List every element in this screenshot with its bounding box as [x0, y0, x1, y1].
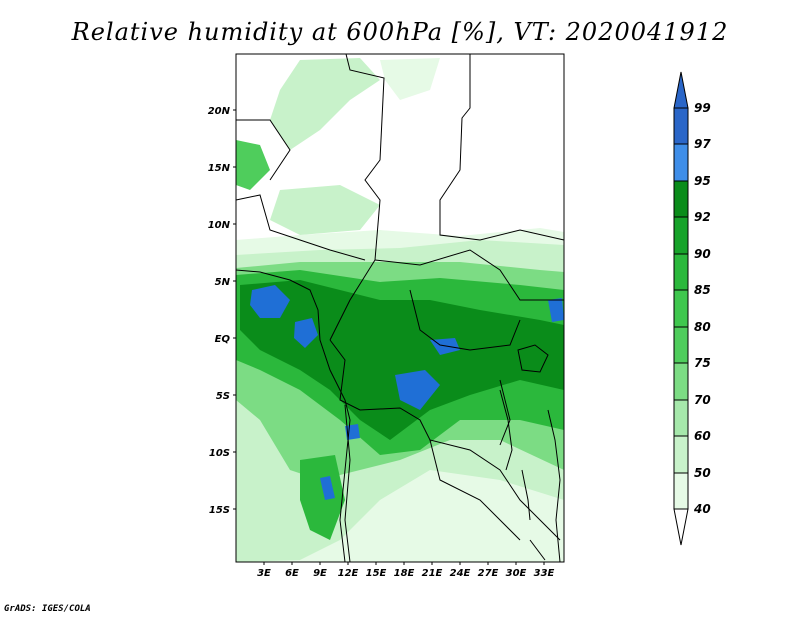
country-borders — [235, 53, 565, 563]
colorbar-label: 75 — [694, 356, 711, 370]
colorbar-bottom-arrow — [673, 508, 689, 546]
saturated-patch-3 — [395, 370, 440, 410]
lon-label: 3E — [257, 568, 271, 579]
coastline — [235, 269, 351, 563]
lon-ticks — [263, 562, 545, 565]
humidity-patch-north — [270, 58, 380, 150]
lon-label: 15E — [366, 568, 387, 579]
colorbar-segment-80 — [673, 289, 689, 328]
map-title: Relative humidity at 600hPa [%], VT: 202… — [71, 18, 729, 46]
colorbar-label: 97 — [694, 137, 711, 151]
coastline-east — [547, 409, 561, 563]
colorbar-label: 85 — [694, 283, 711, 297]
lat-label: 10S — [209, 448, 230, 459]
lat-label: 15S — [209, 505, 230, 516]
colorbar-label: 70 — [694, 393, 711, 407]
saturated-patch-6 — [320, 476, 335, 500]
lon-label: 18E — [394, 568, 415, 579]
colorbar-label: 60 — [694, 429, 711, 443]
lon-label: 9E — [313, 568, 327, 579]
lat-axis: 20N 15N 10N 5N EQ 5S 10S 15S — [208, 106, 231, 516]
lon-label: 33E — [534, 568, 555, 579]
humidity-band-92 — [240, 280, 564, 440]
colorbar-label: 90 — [694, 247, 711, 261]
colorbar-label: 50 — [694, 466, 711, 480]
colorbar-label: 40 — [693, 502, 711, 516]
colorbar-segment-70 — [673, 362, 689, 401]
colorbar — [673, 71, 689, 546]
colorbar-segment-40 — [673, 472, 689, 510]
lat-label: 15N — [208, 163, 231, 174]
lat-label: 5N — [215, 277, 231, 288]
lon-label: 6E — [285, 568, 299, 579]
lat-label: 10N — [208, 220, 231, 231]
humidity-patch-north-east — [380, 58, 440, 100]
lon-label: 30E — [506, 568, 527, 579]
colorbar-label: 92 — [694, 210, 711, 224]
saturated-patch-7 — [548, 298, 564, 322]
map-area — [235, 53, 565, 563]
colorbar-segment-97 — [673, 107, 689, 145]
colorbar-labels: 99 97 95 92 90 85 80 75 70 60 50 40 — [693, 101, 711, 516]
lon-axis: 3E 6E 9E 12E 15E 18E 21E 24E 27E 30E 33E — [257, 568, 554, 579]
lon-label: 12E — [338, 568, 359, 579]
colorbar-segment-85 — [673, 253, 689, 291]
humidity-patch-mid — [270, 185, 380, 235]
colorbar-label: 80 — [694, 320, 711, 334]
lat-label: 20N — [208, 106, 231, 117]
colorbar-label: 99 — [694, 101, 711, 115]
humidity-patch-west — [236, 140, 270, 190]
lat-label: EQ — [215, 334, 231, 345]
humidity-patch-se — [300, 455, 345, 540]
lat-ticks — [233, 109, 236, 510]
colorbar-segment-75 — [673, 326, 689, 364]
lake-victoria — [517, 344, 549, 373]
colorbar-segment-50 — [673, 435, 689, 474]
lon-label: 24E — [450, 568, 471, 579]
lon-label: 27E — [478, 568, 499, 579]
lon-label: 21E — [422, 568, 443, 579]
saturated-patch-2 — [294, 318, 318, 348]
colorbar-segment-92 — [673, 180, 689, 218]
saturated-patch-4 — [430, 338, 460, 355]
colorbar-segment-95 — [673, 143, 689, 182]
grads-credit: GrADS: IGES/COLA — [4, 604, 91, 614]
colorbar-top-arrow — [673, 71, 689, 109]
colorbar-segment-60 — [673, 399, 689, 437]
colorbar-segment-90 — [673, 216, 689, 255]
lat-label: 5S — [216, 391, 230, 402]
lake-malawi — [521, 469, 531, 521]
saturated-patch-1 — [250, 285, 290, 318]
colorbar-label: 95 — [694, 174, 711, 188]
lake-tanganyika — [499, 389, 513, 471]
